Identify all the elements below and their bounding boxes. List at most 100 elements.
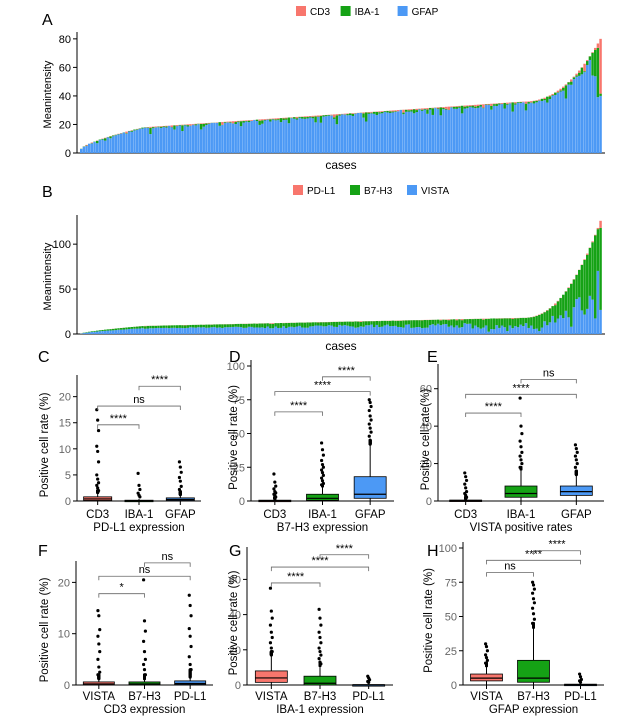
bar-segment-b7-h3 xyxy=(226,324,229,328)
bar-segment-b7-h3 xyxy=(255,323,259,328)
bar-segment-vista xyxy=(575,299,578,334)
bar-segment-iba-1 xyxy=(431,108,435,115)
significance-label: **** xyxy=(290,400,308,412)
bar-segment-gfap xyxy=(506,104,509,153)
bar-segment-gfap xyxy=(436,109,440,153)
bar-segment-iba-1 xyxy=(580,67,584,75)
bar-segment-cd3 xyxy=(85,144,88,146)
y-tick-label: 60 xyxy=(229,574,241,586)
outlier-point xyxy=(531,591,535,595)
bar-segment-b7-h3 xyxy=(210,324,213,328)
bar-segment-b7-h3 xyxy=(285,323,288,328)
bar-segment-iba-1 xyxy=(455,106,458,109)
y-tick-label: 50 xyxy=(233,429,245,441)
bar-segment-b7-h3 xyxy=(138,326,142,329)
bar-segment-gfap xyxy=(383,111,387,153)
bar-segment-b7-h3 xyxy=(570,283,573,327)
bar-segment-gfap xyxy=(527,103,530,153)
bar-segment-vista xyxy=(130,328,134,334)
bar-segment-vista xyxy=(370,324,373,334)
outlier-point xyxy=(143,657,147,661)
outlier-point xyxy=(368,438,372,442)
bar-segment-b7-h3 xyxy=(476,318,480,328)
significance-bracket: **** xyxy=(319,543,370,559)
bar-segment-iba-1 xyxy=(255,119,259,121)
outlier-point xyxy=(96,481,101,485)
bar-segment-gfap xyxy=(199,129,203,153)
bar-segment-b7-h3 xyxy=(564,291,568,311)
outlier-point xyxy=(369,430,373,434)
outlier-point xyxy=(96,634,100,638)
bar-segment-b7-h3 xyxy=(167,325,171,329)
bar-segment-gfap xyxy=(455,108,458,153)
bar-segment-iba-1 xyxy=(223,122,227,123)
bar-segment-gfap xyxy=(95,143,99,153)
outlier-point xyxy=(177,475,182,480)
bar-segment-vista xyxy=(490,329,493,334)
bar-segment-b7-h3 xyxy=(543,312,546,322)
bar-segment-vista xyxy=(420,328,424,334)
bar-segment-cd3 xyxy=(538,99,541,101)
bar-segment-vista xyxy=(151,328,155,334)
bracket-line xyxy=(274,411,323,416)
bar-segment-iba-1 xyxy=(141,127,144,129)
outlier-point xyxy=(317,646,321,650)
outlier-point xyxy=(532,617,537,621)
outlier-point xyxy=(319,641,323,645)
bar-segment-vista xyxy=(439,325,442,334)
outlier-point xyxy=(96,657,100,661)
bar-segment-b7-h3 xyxy=(532,316,536,329)
bar-segment-iba-1 xyxy=(173,125,176,130)
bar-segment-b7-h3 xyxy=(242,323,245,328)
bar-segment-b7-h3 xyxy=(559,298,562,316)
outlier-point xyxy=(97,665,101,669)
outlier-point xyxy=(520,461,524,466)
bar-segment-vista xyxy=(538,331,541,334)
y-tick-label: 0 xyxy=(426,496,432,508)
bar-segment-vista xyxy=(285,327,288,334)
bar-segment-gfap xyxy=(309,117,312,153)
bar-segment-gfap xyxy=(135,129,139,153)
bar-segment-gfap xyxy=(423,109,427,153)
bar-segment-gfap xyxy=(293,118,296,153)
bar-segment-b7-h3 xyxy=(586,254,589,309)
bar-segment-b7-h3 xyxy=(234,324,237,327)
outlier-point xyxy=(318,616,322,620)
bar-segment-pd-l1 xyxy=(447,319,450,321)
bar-segment-b7-h3 xyxy=(263,323,267,328)
bar-segment-gfap xyxy=(101,139,104,153)
bar-segment-gfap xyxy=(487,104,490,153)
bar-segment-vista xyxy=(146,328,150,334)
bar-segment-vista xyxy=(556,318,560,334)
outlier-point xyxy=(268,586,273,590)
bar-segment-vista xyxy=(165,327,168,334)
y-tick-label: 20 xyxy=(59,119,71,131)
bar-segment-gfap xyxy=(106,137,110,153)
bar-segment-iba-1 xyxy=(285,118,288,120)
bar-segment-b7-h3 xyxy=(237,323,240,327)
outlier-point xyxy=(95,473,99,477)
bar-segment-cd3 xyxy=(564,84,568,86)
bar-segment-vista xyxy=(508,325,512,334)
bar-segment-b7-h3 xyxy=(348,321,352,327)
outlier-point xyxy=(573,465,578,469)
legend-swatch-0 xyxy=(296,6,306,16)
bar-segment-vista xyxy=(138,328,142,334)
bar-segment-b7-h3 xyxy=(434,319,437,326)
bar-segment-b7-h3 xyxy=(159,325,163,328)
bar-segment-cd3 xyxy=(189,124,192,126)
bar-segment-b7-h3 xyxy=(474,318,477,326)
panel-letter-H: H xyxy=(427,543,439,560)
bar-segment-gfap xyxy=(178,125,181,153)
bar-segment-gfap xyxy=(367,113,371,153)
bar-segment-gfap xyxy=(338,115,341,153)
bar-segment-vista xyxy=(428,325,432,334)
bar-segment-vista xyxy=(223,327,227,334)
bar-segment-pd-l1 xyxy=(599,220,602,228)
bar-segment-iba-1 xyxy=(303,117,307,119)
bar-segment-cd3 xyxy=(303,116,307,118)
y-tick-label: 10 xyxy=(58,629,70,641)
bar-segment-gfap xyxy=(335,124,339,153)
bar-segment-vista xyxy=(562,318,565,334)
bar-segment-b7-h3 xyxy=(141,326,144,329)
